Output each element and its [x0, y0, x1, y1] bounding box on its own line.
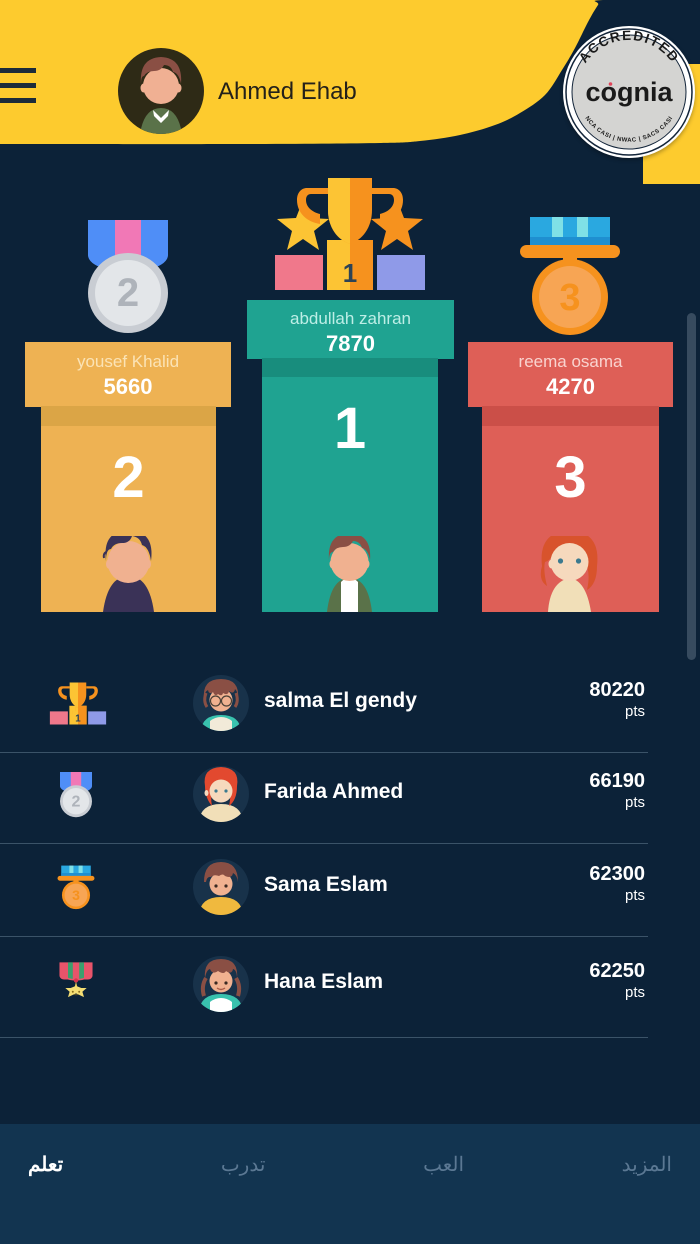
svg-text:1: 1 [343, 258, 357, 288]
svg-text:cognia: cognia [585, 77, 673, 107]
svg-text:1: 1 [75, 714, 81, 725]
svg-text:3: 3 [72, 887, 80, 903]
svg-text:2: 2 [72, 793, 81, 810]
svg-text:2: 2 [117, 271, 139, 315]
svg-text:3: 3 [559, 277, 580, 319]
